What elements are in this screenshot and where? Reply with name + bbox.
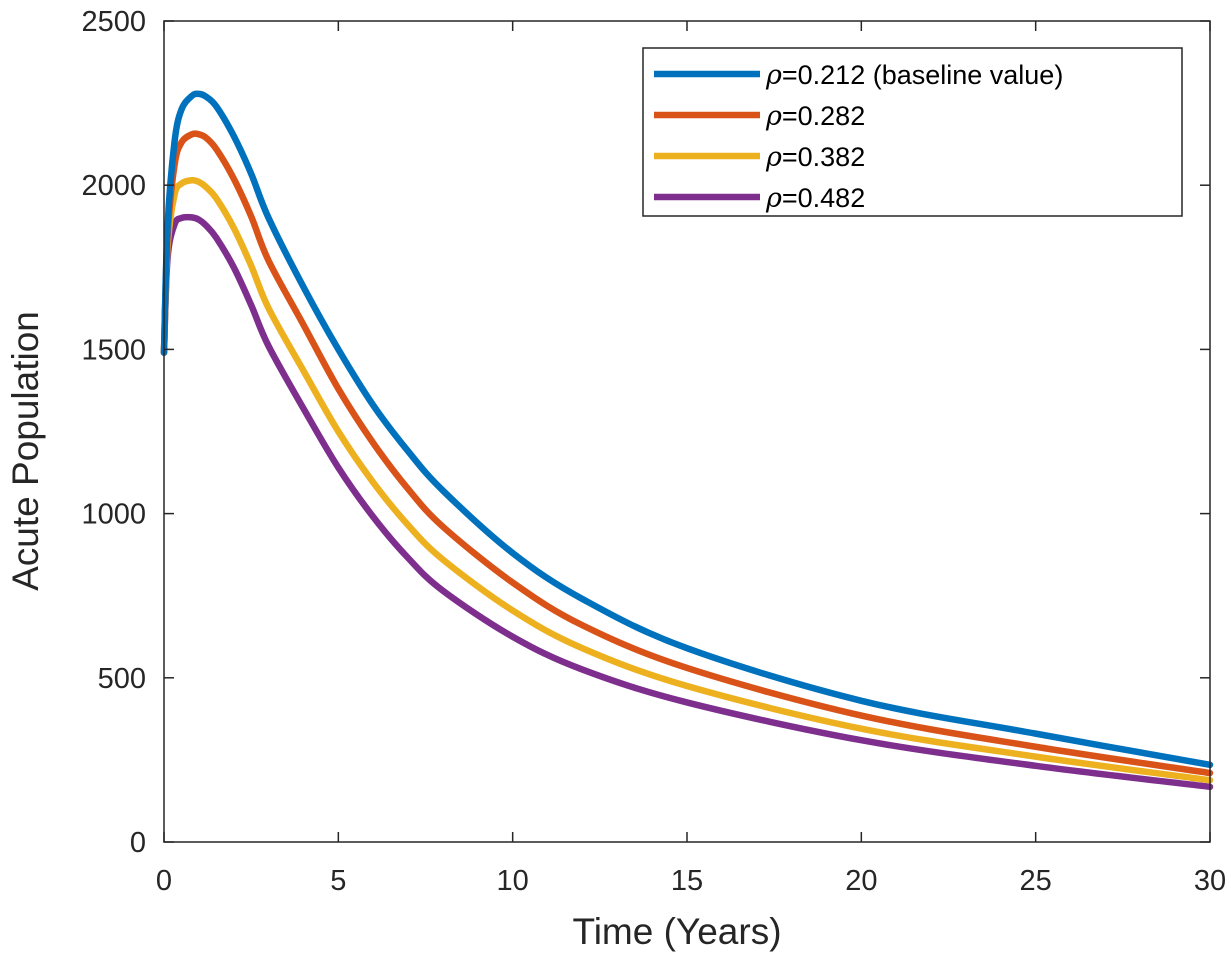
x-tick-label: 25 (1020, 865, 1052, 897)
legend-value-rho-0.382: =0.382 (782, 142, 865, 172)
legend-rho-baseline: ρ (765, 60, 782, 91)
series-line-rho-0.382 (164, 180, 1210, 780)
legend-label-baseline: ρ=0.212 (baseline value) (765, 60, 1063, 91)
y-tick-label: 0 (130, 827, 146, 859)
x-tick-label: 10 (497, 865, 529, 897)
legend-rho-rho-0.282: ρ (765, 101, 782, 132)
legend-label-rho-0.282: ρ=0.282 (765, 101, 865, 132)
y-axis-label: Acute Population (5, 311, 46, 591)
series-line-rho-0.282 (164, 134, 1210, 773)
series-line-rho-0.482 (164, 217, 1210, 787)
y-tick-label: 2500 (81, 6, 146, 38)
legend: ρ=0.212 (baseline value) ρ=0.282 ρ=0.382… (643, 48, 1182, 216)
y-tick-label: 1000 (81, 499, 146, 531)
y-tick-label: 500 (98, 663, 146, 695)
line-chart: 0 5 10 15 20 25 30 0 500 1000 1500 2000 2500 Time (Y… (0, 0, 1231, 961)
legend-label-rho-0.482: ρ=0.482 (765, 183, 865, 214)
legend-rho-rho-0.482: ρ (765, 183, 782, 214)
legend-rho-rho-0.382: ρ (765, 142, 782, 173)
legend-label-rho-0.382: ρ=0.382 (765, 142, 865, 173)
y-tick-label: 2000 (81, 170, 146, 202)
x-tick-label: 0 (156, 865, 172, 897)
x-tick-label: 20 (845, 865, 877, 897)
x-axis-label: Time (Years) (572, 911, 781, 952)
legend-value-rho-0.282: =0.282 (782, 101, 865, 131)
y-tick-label: 1500 (81, 334, 146, 366)
x-tick-label: 15 (671, 865, 703, 897)
x-tick-label: 30 (1194, 865, 1226, 897)
legend-value-rho-0.482: =0.482 (782, 183, 865, 213)
x-tick-label: 5 (330, 865, 346, 897)
legend-value-baseline: =0.212 (baseline value) (782, 60, 1063, 90)
